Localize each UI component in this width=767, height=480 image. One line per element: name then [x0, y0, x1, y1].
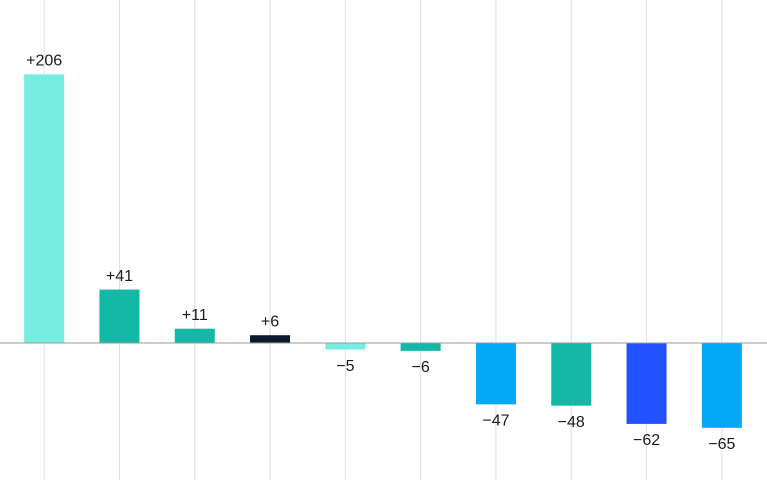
bar	[626, 343, 667, 424]
bar	[250, 335, 291, 344]
bar	[475, 343, 516, 405]
value-label: −48	[558, 414, 585, 431]
value-label: +6	[261, 313, 279, 330]
value-label: +11	[182, 307, 208, 324]
bar	[325, 343, 366, 350]
bar	[701, 343, 742, 428]
value-label: −62	[633, 432, 660, 449]
bar	[24, 74, 65, 344]
bar	[99, 289, 140, 344]
value-label: −6	[412, 359, 430, 376]
value-label: +41	[106, 268, 133, 285]
value-label: −65	[708, 436, 735, 453]
bar	[174, 328, 215, 344]
value-label: −5	[336, 358, 354, 375]
value-label: +206	[26, 53, 62, 70]
value-label: −47	[482, 413, 509, 430]
bar	[551, 343, 592, 406]
bar	[400, 343, 441, 351]
